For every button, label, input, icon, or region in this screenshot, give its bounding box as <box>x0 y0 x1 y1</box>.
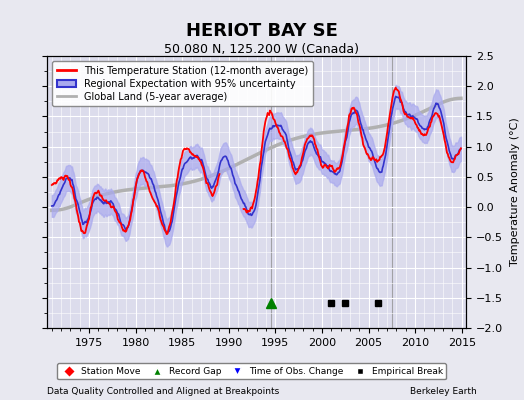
Text: Data Quality Controlled and Aligned at Breakpoints: Data Quality Controlled and Aligned at B… <box>47 387 279 396</box>
Y-axis label: Temperature Anomaly (°C): Temperature Anomaly (°C) <box>510 118 520 266</box>
Text: HERIOT BAY SE: HERIOT BAY SE <box>186 22 338 40</box>
Legend: Station Move, Record Gap, Time of Obs. Change, Empirical Break: Station Move, Record Gap, Time of Obs. C… <box>57 363 446 380</box>
Text: 50.080 N, 125.200 W (Canada): 50.080 N, 125.200 W (Canada) <box>165 43 359 56</box>
Text: Berkeley Earth: Berkeley Earth <box>410 387 477 396</box>
Legend: This Temperature Station (12-month average), Regional Expectation with 95% uncer: This Temperature Station (12-month avera… <box>52 61 313 106</box>
